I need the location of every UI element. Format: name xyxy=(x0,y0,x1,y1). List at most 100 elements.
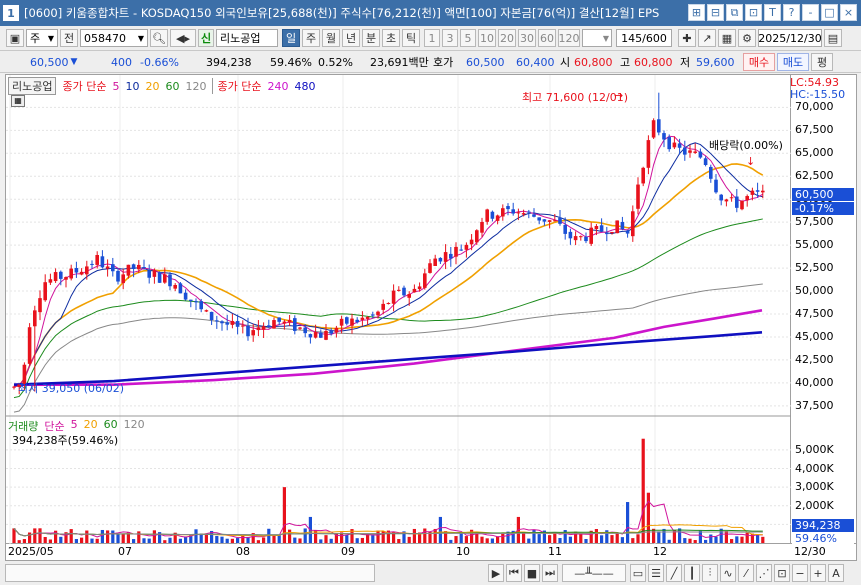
bar-icon[interactable]: ⫶ xyxy=(702,564,718,582)
period-month[interactable]: 월 xyxy=(322,29,340,47)
compare-icon[interactable]: ↗ xyxy=(698,29,716,47)
horizontal-scrollbar[interactable] xyxy=(5,564,375,582)
buy-button[interactable]: 매수 xyxy=(743,53,775,71)
settings-gear-icon[interactable]: ⚙ xyxy=(738,29,756,47)
chart-panel[interactable]: 리노공업 종가 단순 5 10 20 60 120 종가 단순 240 480 … xyxy=(5,74,792,545)
volume-bar xyxy=(688,538,692,543)
zoom-slider[interactable]: —╨—— xyxy=(562,564,626,582)
interval-3[interactable]: 3 xyxy=(442,29,458,47)
crosshair-icon[interactable]: ✚ xyxy=(678,29,696,47)
period-day[interactable]: 일 xyxy=(282,29,300,47)
volume-bar xyxy=(641,438,645,543)
chart-type-icon[interactable]: ▭ xyxy=(630,564,646,582)
volume-bar xyxy=(360,537,364,543)
font-size-icon[interactable]: A xyxy=(828,564,844,582)
grid-icon[interactable]: ▦ xyxy=(11,95,25,107)
volume-bar xyxy=(438,516,442,543)
quote-bar: 60,500 ▼ 400 -0.66% 394,238 59.46% 0.52% … xyxy=(0,51,861,73)
text-icon[interactable]: T xyxy=(764,4,781,21)
save-icon[interactable]: ▦ xyxy=(718,29,736,47)
all-button[interactable]: 전 xyxy=(60,29,78,47)
volume-bar xyxy=(215,535,219,543)
calendar-icon[interactable]: ▤ xyxy=(824,29,842,47)
legend-stock-name[interactable]: 리노공업 xyxy=(8,77,57,95)
candle-body xyxy=(313,332,318,338)
search-icon[interactable]: 🔍︎ xyxy=(150,29,168,47)
candle-body xyxy=(527,211,531,213)
volume-bar xyxy=(199,533,203,543)
interval-120[interactable]: 120 xyxy=(558,29,580,47)
interval-10[interactable]: 10 xyxy=(478,29,496,47)
period-tick[interactable]: 틱 xyxy=(402,29,420,47)
scroll-right-icon[interactable]: ▶ xyxy=(488,564,504,582)
candle-body xyxy=(511,209,515,214)
period-year[interactable]: 년 xyxy=(342,29,360,47)
scroll-end-icon[interactable]: ⏭ xyxy=(542,564,558,582)
volume-bar xyxy=(319,539,323,543)
close-button[interactable]: × xyxy=(840,4,857,21)
pattern-icon[interactable]: ⋰ xyxy=(756,564,772,582)
volume-bar xyxy=(225,538,229,543)
volume-bar xyxy=(724,531,728,543)
wave-icon[interactable]: ∿ xyxy=(720,564,736,582)
volume-legend-ma20: 20 xyxy=(83,418,98,431)
candle-body xyxy=(355,319,359,323)
volume-bar xyxy=(64,532,68,543)
stock-name-field: 리노공업 xyxy=(216,29,278,47)
price-volume-chart[interactable] xyxy=(6,75,792,545)
market-type-select[interactable]: 주 ▼ xyxy=(26,29,58,47)
flat-button[interactable]: 평 xyxy=(811,53,833,71)
draw-line-icon[interactable]: ╱ xyxy=(666,564,682,582)
volume-bar xyxy=(756,534,760,543)
period-minute[interactable]: 분 xyxy=(362,29,380,47)
stop-icon[interactable]: ■ xyxy=(524,564,540,582)
candle-body xyxy=(183,292,188,300)
split-icon[interactable]: ⊟ xyxy=(707,4,724,21)
zoom-in-icon[interactable]: + xyxy=(810,564,826,582)
candle-body xyxy=(386,303,391,305)
copy-window-icon[interactable]: ⧉ xyxy=(726,4,743,21)
interval-30[interactable]: 30 xyxy=(518,29,536,47)
volume-bar xyxy=(204,533,208,543)
volume-bar xyxy=(714,536,718,543)
zoom-out-icon[interactable]: − xyxy=(792,564,808,582)
candle-body xyxy=(131,264,136,270)
layout-icon[interactable]: ▣ xyxy=(6,29,24,47)
frame-icon[interactable]: ⊡ xyxy=(745,4,762,21)
volume-bar xyxy=(626,502,630,543)
volume-bar xyxy=(189,535,193,543)
interval-20[interactable]: 20 xyxy=(498,29,516,47)
sound-icon[interactable]: ◀▸ xyxy=(170,29,196,47)
volume-bar xyxy=(610,535,614,543)
price-tick-label: 67,500 xyxy=(795,123,834,137)
stack-icon[interactable]: ☰ xyxy=(648,564,664,582)
candle-body xyxy=(755,190,760,192)
candle-body xyxy=(693,151,697,153)
candle-body xyxy=(350,318,354,326)
data-count-field[interactable]: 145/600 xyxy=(616,29,672,47)
period-week[interactable]: 주 xyxy=(302,29,320,47)
volume-legend-name[interactable]: 거래량 xyxy=(8,420,39,433)
date-input[interactable]: 2025/12/30 xyxy=(758,29,822,47)
minimize-button[interactable]: - xyxy=(802,4,819,21)
period-second[interactable]: 초 xyxy=(382,29,400,47)
candle-body xyxy=(168,274,172,287)
candle-body xyxy=(480,221,484,233)
scroll-start-icon[interactable]: ⏮ xyxy=(506,564,522,582)
interval-input[interactable]: ▼ xyxy=(582,29,612,47)
sell-button[interactable]: 매도 xyxy=(777,53,809,71)
zoom-fit-icon[interactable]: ⊡ xyxy=(774,564,790,582)
candle-icon[interactable]: ┃ xyxy=(684,564,700,582)
volume-bar xyxy=(334,533,338,543)
candle-body xyxy=(501,208,505,217)
help-icon[interactable]: ? xyxy=(783,4,800,21)
candle-body xyxy=(698,151,703,158)
tile-icon[interactable]: ⊞ xyxy=(688,4,705,21)
interval-1[interactable]: 1 xyxy=(424,29,440,47)
maximize-button[interactable]: □ xyxy=(821,4,838,21)
stock-code-input[interactable]: 058470 ▼ xyxy=(80,29,148,47)
candle-body xyxy=(137,264,141,270)
interval-5[interactable]: 5 xyxy=(460,29,476,47)
interval-60[interactable]: 60 xyxy=(538,29,556,47)
line-icon[interactable]: ⁄ xyxy=(738,564,754,582)
